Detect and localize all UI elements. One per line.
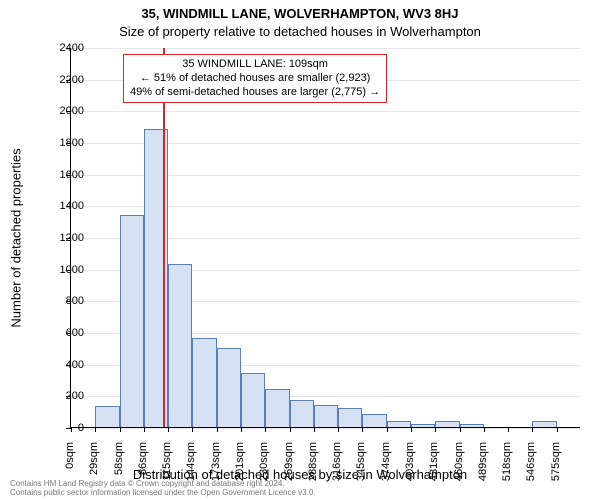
x-tick-mark xyxy=(508,427,509,432)
gridline xyxy=(71,48,580,49)
annotation-line: ← 51% of detached houses are smaller (2,… xyxy=(130,72,380,86)
gridline xyxy=(71,111,580,112)
histogram-bar xyxy=(265,389,289,427)
histogram-bar xyxy=(217,348,241,427)
annotation-line: 35 WINDMILL LANE: 109sqm xyxy=(130,58,380,72)
y-tick-label: 0 xyxy=(44,422,84,434)
histogram-bar xyxy=(460,424,484,427)
histogram-bar xyxy=(168,264,192,427)
x-tick-label: 546sqm xyxy=(525,442,537,492)
x-tick-label: 201sqm xyxy=(234,442,246,492)
x-tick-label: 431sqm xyxy=(428,442,440,492)
x-tick-label: 144sqm xyxy=(185,442,197,492)
histogram-bar xyxy=(120,215,144,427)
x-tick-mark xyxy=(532,427,533,432)
x-tick-mark xyxy=(387,427,388,432)
x-tick-mark xyxy=(362,427,363,432)
x-tick-label: 460sqm xyxy=(453,442,465,492)
x-tick-label: 259sqm xyxy=(283,442,295,492)
x-tick-label: 115sqm xyxy=(161,442,173,492)
x-tick-label: 86sqm xyxy=(137,442,149,492)
histogram-bar xyxy=(411,424,435,427)
y-tick-label: 1200 xyxy=(44,232,84,244)
y-tick-label: 2000 xyxy=(44,105,84,117)
histogram-bar xyxy=(435,421,459,427)
y-axis-label: Number of detached properties xyxy=(9,148,24,327)
figure: 35, WINDMILL LANE, WOLVERHAMPTON, WV3 8H… xyxy=(0,0,600,500)
x-tick-label: 489sqm xyxy=(477,442,489,492)
plot-area: 35 WINDMILL LANE: 109sqm← 51% of detache… xyxy=(70,48,580,428)
x-tick-label: 173sqm xyxy=(210,442,222,492)
x-tick-label: 0sqm xyxy=(64,442,76,492)
histogram-bar xyxy=(95,406,119,427)
x-tick-label: 29sqm xyxy=(88,442,100,492)
x-tick-label: 374sqm xyxy=(380,442,392,492)
x-tick-mark xyxy=(460,427,461,432)
histogram-bar xyxy=(338,408,362,427)
y-tick-label: 800 xyxy=(44,295,84,307)
x-tick-label: 575sqm xyxy=(550,442,562,492)
property-marker-line xyxy=(163,48,165,427)
x-tick-label: 345sqm xyxy=(355,442,367,492)
annotation-box: 35 WINDMILL LANE: 109sqm← 51% of detache… xyxy=(123,54,387,103)
histogram-bar xyxy=(241,373,265,427)
x-tick-label: 403sqm xyxy=(404,442,416,492)
y-tick-label: 1400 xyxy=(44,200,84,212)
y-tick-label: 400 xyxy=(44,359,84,371)
title-subtitle: Size of property relative to detached ho… xyxy=(0,24,600,39)
x-tick-label: 230sqm xyxy=(258,442,270,492)
title-address: 35, WINDMILL LANE, WOLVERHAMPTON, WV3 8H… xyxy=(0,6,600,21)
y-tick-label: 600 xyxy=(44,327,84,339)
y-tick-label: 1000 xyxy=(44,264,84,276)
x-tick-mark xyxy=(314,427,315,432)
x-tick-mark xyxy=(95,427,96,432)
histogram-bar xyxy=(532,421,556,427)
x-tick-mark xyxy=(338,427,339,432)
histogram-bar xyxy=(362,414,386,427)
x-tick-mark xyxy=(120,427,121,432)
y-tick-label: 200 xyxy=(44,390,84,402)
y-tick-label: 1600 xyxy=(44,169,84,181)
x-tick-mark xyxy=(144,427,145,432)
x-tick-label: 58sqm xyxy=(113,442,125,492)
histogram-bar xyxy=(290,400,314,427)
x-tick-label: 518sqm xyxy=(501,442,513,492)
histogram-bar xyxy=(387,421,411,427)
y-tick-label: 2400 xyxy=(44,42,84,54)
y-tick-label: 2200 xyxy=(44,74,84,86)
x-tick-mark xyxy=(217,427,218,432)
y-tick-label: 1800 xyxy=(44,137,84,149)
x-tick-mark xyxy=(484,427,485,432)
x-tick-mark xyxy=(557,427,558,432)
x-tick-mark xyxy=(411,427,412,432)
x-tick-label: 316sqm xyxy=(331,442,343,492)
x-tick-mark xyxy=(241,427,242,432)
annotation-line: 49% of semi-detached houses are larger (… xyxy=(130,86,380,100)
histogram-bar xyxy=(314,405,338,427)
x-tick-mark xyxy=(290,427,291,432)
x-tick-mark xyxy=(265,427,266,432)
x-tick-mark xyxy=(192,427,193,432)
x-tick-mark xyxy=(168,427,169,432)
gridline xyxy=(71,428,580,429)
histogram-bar xyxy=(192,338,216,427)
x-tick-label: 288sqm xyxy=(307,442,319,492)
x-tick-mark xyxy=(435,427,436,432)
